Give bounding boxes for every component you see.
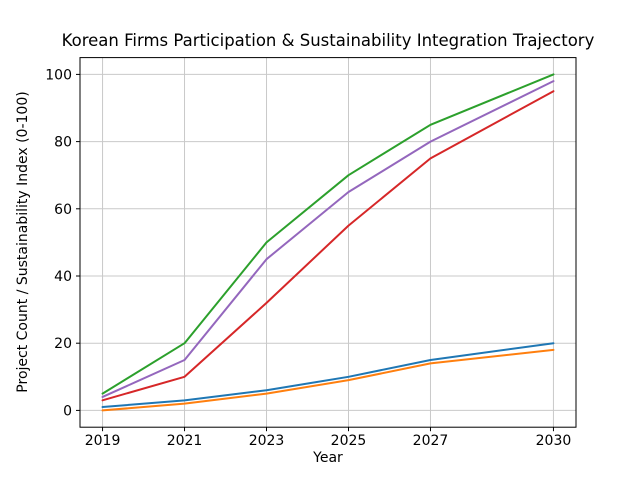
y-tick-label: 60 [54, 202, 72, 218]
axis-ticks [76, 73, 554, 432]
line-series-orange [101, 348, 555, 412]
line-series-green [101, 73, 555, 395]
x-tick-label: 2030 [536, 433, 572, 449]
y-tick-label: 100 [45, 67, 72, 83]
x-tick-label: 2027 [413, 433, 449, 449]
x-tick-label: 2023 [249, 433, 285, 449]
line-series-red [101, 90, 555, 402]
y-axis-label: Project Count / Sustainability Index (0-… [15, 91, 31, 392]
tick-labels: 2019 2021 2023 2025 2027 2030 0 20 40 60 80 100 [45, 67, 571, 449]
y-tick-label: 40 [54, 269, 72, 285]
x-tick-label: 2019 [85, 433, 121, 449]
x-tick-label: 2021 [167, 433, 203, 449]
line-series-purple [101, 80, 555, 398]
grid-lines [80, 57, 576, 428]
x-tick-label: 2025 [331, 433, 367, 449]
chart-title: Korean Firms Participation & Sustainabil… [62, 31, 595, 50]
line-series-blue [101, 342, 555, 409]
y-tick-label: 20 [54, 336, 72, 352]
series-lines [101, 73, 555, 412]
x-axis-label: Year [312, 450, 343, 466]
y-tick-label: 80 [54, 135, 72, 151]
y-tick-label: 0 [63, 403, 72, 419]
plot-border [79, 57, 577, 428]
